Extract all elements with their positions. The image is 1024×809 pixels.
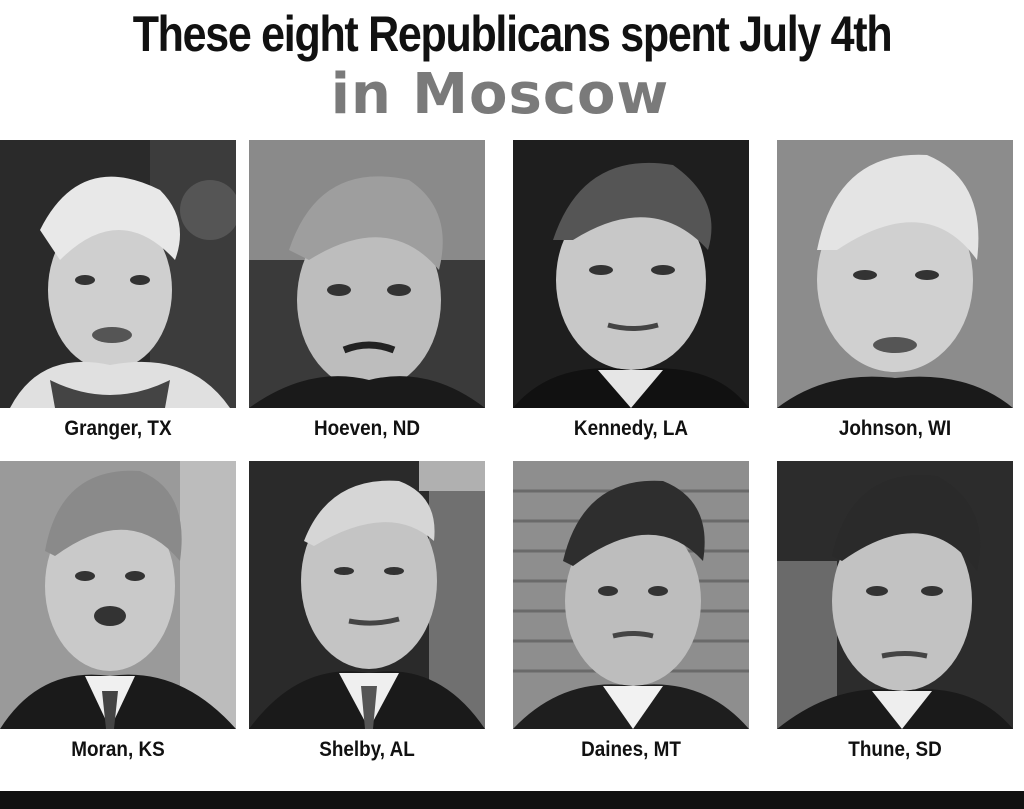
caption-moran: Moran, KS: [71, 738, 165, 761]
caption-granger: Granger, TX: [64, 417, 172, 440]
portrait-johnson-image: [777, 140, 1013, 408]
portrait-photo-johnson: [777, 140, 1013, 408]
caption-johnson: Johnson, WI: [838, 417, 952, 440]
portrait-photo-kennedy: [513, 140, 749, 408]
bottom-bar: [0, 791, 1024, 809]
portrait-photo-moran: [0, 461, 236, 729]
portrait-card-daines: Daines, MT: [513, 461, 749, 771]
portrait-photo-granger: [0, 140, 236, 408]
caption-shelby: Shelby, AL: [319, 738, 415, 761]
headline: These eight Republicans spent July 4th: [132, 6, 893, 62]
portrait-card-johnson: Johnson, WI: [777, 140, 1013, 450]
portrait-card-granger: Granger, TX: [0, 140, 236, 450]
caption-hoeven: Hoeven, ND: [313, 417, 421, 440]
portrait-photo-hoeven: [249, 140, 485, 408]
portrait-moran-image: [0, 461, 236, 729]
portrait-card-moran: Moran, KS: [0, 461, 236, 771]
portrait-card-hoeven: Hoeven, ND: [249, 140, 485, 450]
portrait-daines-image: [513, 461, 749, 729]
portrait-card-kennedy: Kennedy, LA: [513, 140, 749, 450]
portrait-photo-daines: [513, 461, 749, 729]
portrait-photo-thune: [777, 461, 1013, 729]
caption-thune: Thune, SD: [848, 738, 942, 761]
portrait-photo-shelby: [249, 461, 485, 729]
portrait-granger-image: [0, 140, 236, 408]
caption-daines: Daines, MT: [581, 738, 681, 761]
portrait-hoeven-image: [249, 140, 485, 408]
portrait-card-thune: Thune, SD: [777, 461, 1013, 771]
subheadline: in Moscow: [330, 62, 670, 127]
portrait-shelby-image: [249, 461, 485, 729]
portrait-thune-image: [777, 461, 1013, 729]
caption-kennedy: Kennedy, LA: [573, 417, 689, 440]
portrait-card-shelby: Shelby, AL: [249, 461, 485, 771]
portrait-kennedy-image: [513, 140, 749, 408]
